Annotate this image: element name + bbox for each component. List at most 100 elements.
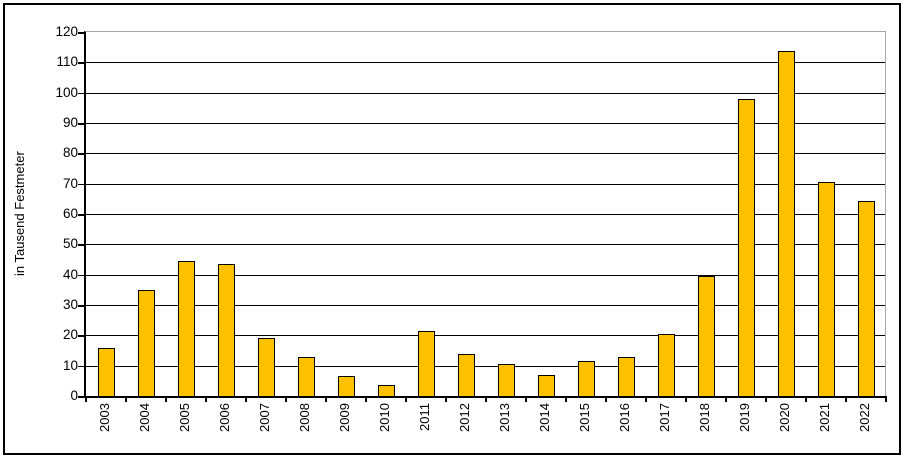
y-tick-mark-0 bbox=[78, 396, 84, 398]
bar-2004 bbox=[137, 289, 155, 396]
bar-2017 bbox=[657, 333, 675, 396]
x-tick-mark-19 bbox=[845, 396, 847, 402]
x-tick-mark-15 bbox=[685, 396, 687, 402]
x-tick-label-2014: 2014 bbox=[537, 403, 552, 432]
x-tick-label-2011: 2011 bbox=[417, 403, 432, 431]
bar-2012 bbox=[457, 353, 475, 396]
y-axis-title: in Tausend Festmeter bbox=[12, 151, 27, 277]
gridline-60 bbox=[86, 214, 885, 215]
x-tick-label-2015: 2015 bbox=[577, 403, 592, 432]
x-tick-mark-10 bbox=[485, 396, 487, 402]
y-tick-label-0: 0 bbox=[70, 388, 78, 403]
y-tick-mark-10 bbox=[78, 365, 84, 368]
y-tick-mark-60 bbox=[78, 214, 84, 216]
x-tick-label-2017: 2017 bbox=[657, 403, 672, 432]
y-tick-mark-50 bbox=[78, 244, 84, 246]
x-tick-label-2019: 2019 bbox=[737, 403, 752, 432]
bar-2021 bbox=[817, 181, 835, 396]
y-tick-label-40: 40 bbox=[62, 266, 78, 282]
x-tick-mark-14 bbox=[645, 396, 647, 402]
x-tick-mark-4 bbox=[245, 396, 247, 402]
x-tick-mark-5 bbox=[285, 396, 287, 402]
x-tick-label-2020: 2020 bbox=[777, 403, 792, 432]
gridline-90 bbox=[86, 123, 885, 124]
gridline-30 bbox=[86, 305, 885, 306]
x-tick-mark-2 bbox=[165, 396, 167, 402]
gridline-110 bbox=[86, 62, 885, 64]
bar-2003 bbox=[97, 347, 115, 396]
x-tick-mark-13 bbox=[605, 396, 607, 402]
bar-2015 bbox=[577, 361, 595, 396]
x-tick-mark-20 bbox=[885, 396, 887, 402]
y-tick-label-120: 120 bbox=[55, 24, 78, 39]
y-tick-mark-100 bbox=[78, 92, 84, 95]
x-tick-mark-12 bbox=[565, 396, 567, 402]
bar-2009 bbox=[337, 376, 355, 396]
gridline-50 bbox=[86, 244, 885, 246]
gridline-100 bbox=[86, 92, 885, 94]
y-tick-label-70: 70 bbox=[62, 175, 78, 191]
x-tick-mark-9 bbox=[445, 396, 447, 402]
x-tick-label-2021: 2021 bbox=[817, 403, 832, 432]
x-tick-label-2009: 2009 bbox=[337, 403, 352, 432]
x-tick-label-2018: 2018 bbox=[697, 403, 712, 432]
y-tick-label-100: 100 bbox=[55, 84, 78, 100]
x-tick-label-2007: 2007 bbox=[257, 403, 272, 432]
y-tick-label-90: 90 bbox=[62, 115, 78, 130]
bar-2005 bbox=[177, 261, 195, 396]
bar-2016 bbox=[617, 356, 635, 396]
x-tick-label-2006: 2006 bbox=[217, 403, 232, 432]
y-tick-mark-80 bbox=[78, 153, 84, 155]
gridline-80 bbox=[86, 153, 885, 155]
x-tick-mark-17 bbox=[765, 396, 767, 402]
gridline-20 bbox=[86, 335, 885, 337]
bar-2006 bbox=[217, 264, 235, 396]
bar-2014 bbox=[537, 374, 555, 396]
x-tick-label-2003: 2003 bbox=[97, 403, 112, 432]
x-tick-label-2016: 2016 bbox=[617, 403, 632, 432]
x-tick-mark-11 bbox=[525, 396, 527, 402]
x-tick-label-2005: 2005 bbox=[177, 403, 192, 432]
x-tick-label-2013: 2013 bbox=[497, 403, 512, 432]
plot-area bbox=[84, 31, 886, 398]
y-tick-mark-70 bbox=[78, 183, 84, 186]
bar-2008 bbox=[297, 356, 315, 396]
y-tick-label-50: 50 bbox=[62, 236, 78, 252]
x-tick-label-2008: 2008 bbox=[297, 403, 312, 432]
y-tick-mark-90 bbox=[78, 123, 84, 125]
y-tick-mark-20 bbox=[78, 335, 84, 337]
gridline-70 bbox=[86, 183, 885, 185]
x-tick-label-2004: 2004 bbox=[137, 403, 152, 432]
x-tick-label-2012: 2012 bbox=[457, 403, 472, 432]
y-tick-label-20: 20 bbox=[62, 327, 78, 343]
x-tick-mark-0 bbox=[85, 396, 87, 402]
y-tick-label-30: 30 bbox=[62, 297, 78, 312]
gridline-10 bbox=[86, 365, 885, 367]
bar-2010 bbox=[377, 385, 395, 396]
x-tick-mark-6 bbox=[325, 396, 327, 402]
x-tick-label-2022: 2022 bbox=[857, 403, 872, 432]
y-tick-mark-120 bbox=[78, 32, 84, 34]
x-tick-mark-7 bbox=[365, 396, 367, 402]
bar-2022 bbox=[857, 200, 875, 396]
x-tick-mark-3 bbox=[205, 396, 207, 402]
y-tick-mark-30 bbox=[78, 305, 84, 307]
bar-2013 bbox=[497, 364, 515, 396]
bar-2019 bbox=[737, 98, 755, 396]
y-tick-label-10: 10 bbox=[62, 357, 78, 373]
x-tick-mark-16 bbox=[725, 396, 727, 402]
x-tick-label-2010: 2010 bbox=[377, 403, 392, 432]
y-tick-mark-40 bbox=[78, 274, 84, 277]
bar-2007 bbox=[257, 338, 275, 396]
x-tick-mark-1 bbox=[125, 396, 127, 402]
bar-2011 bbox=[417, 330, 435, 396]
x-tick-mark-18 bbox=[805, 396, 807, 402]
y-tick-label-80: 80 bbox=[62, 145, 78, 161]
y-tick-label-110: 110 bbox=[56, 54, 78, 70]
bar-2020 bbox=[777, 51, 795, 396]
y-tick-mark-110 bbox=[78, 62, 84, 64]
x-tick-mark-8 bbox=[405, 396, 407, 402]
bar-2018 bbox=[697, 276, 715, 396]
y-tick-label-60: 60 bbox=[62, 206, 78, 221]
